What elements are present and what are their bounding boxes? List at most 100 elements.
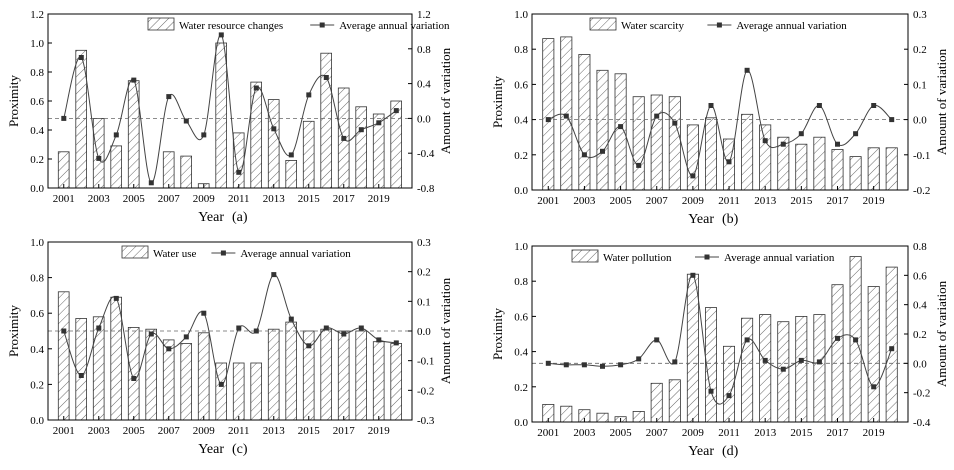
x-tick-label: 2017 <box>333 193 356 205</box>
line-marker-2006 <box>148 180 154 186</box>
line-marker-2016 <box>323 325 329 331</box>
line-marker-2004 <box>113 132 119 138</box>
left-axis-label: Proximity <box>6 75 21 128</box>
x-tick-label: 2013 <box>754 427 777 439</box>
bar-2009 <box>686 124 699 191</box>
left-tick-label: 0.8 <box>514 44 528 56</box>
line-marker-2010 <box>708 388 714 394</box>
bar-2016 <box>813 136 826 191</box>
legend-line-label: Average annual variation <box>736 20 847 32</box>
left-axis-label: Proximity <box>6 305 21 358</box>
line-marker-2007 <box>654 113 660 119</box>
bar-2016 <box>320 52 332 189</box>
right-tick-label: 0.0 <box>417 113 431 125</box>
x-tick-label: 2009 <box>682 195 705 207</box>
right-tick-label: 0.4 <box>913 300 927 312</box>
x-tick-label: 2005 <box>610 195 633 207</box>
left-axis-label: Proximity <box>490 308 505 361</box>
x-axis-label: Year <box>688 444 714 459</box>
line-marker-2017 <box>835 335 840 341</box>
line-marker-2002 <box>563 113 569 119</box>
line-marker-2003 <box>581 152 587 158</box>
line-marker-2011 <box>236 169 242 175</box>
x-axis-label: Year <box>198 210 224 225</box>
left-tick-label: 1.0 <box>30 237 44 249</box>
bar-2014 <box>285 321 297 421</box>
line-marker-2014 <box>780 366 786 372</box>
x-tick-label: 2003 <box>88 193 111 205</box>
line-marker-2013 <box>271 272 277 278</box>
left-tick-label: 0.8 <box>30 273 44 285</box>
bar-2017 <box>831 284 844 423</box>
x-tick-label: 2011 <box>228 193 250 205</box>
x-tick-label: 2015 <box>298 425 321 437</box>
left-tick-label: 0.2 <box>514 150 528 162</box>
bar-2016 <box>320 328 332 421</box>
bar-2007 <box>650 382 663 423</box>
line-marker-2002 <box>78 55 84 60</box>
right-tick-label: 0.0 <box>913 358 927 370</box>
bar-2013 <box>267 99 280 189</box>
line-marker-2011 <box>726 393 732 399</box>
x-tick-label: 2005 <box>610 427 633 439</box>
bar-2008 <box>180 155 193 189</box>
x-tick-label: 2017 <box>333 425 356 437</box>
line-marker-2017 <box>341 135 347 141</box>
variation-line <box>548 69 893 177</box>
line-marker-2008 <box>672 359 678 365</box>
chart-panel-c: 0.0 0.2 0.4 0.6 0.8 1.0 -0.3 -0.2 -0.1 0.0 0.1 0.2 0… <box>6 237 453 457</box>
line-marker-2018 <box>358 127 364 133</box>
right-tick-label: -0.3 <box>417 415 435 427</box>
line-marker-2010 <box>218 381 224 387</box>
bar-2020 <box>885 266 898 423</box>
left-tick-label: 0.2 <box>30 154 44 166</box>
bar-2007 <box>650 94 663 191</box>
left-tick-label: 0.4 <box>30 125 44 137</box>
bar-2001 <box>57 291 70 421</box>
x-tick-label: 2013 <box>263 425 286 437</box>
line-marker-2013 <box>762 357 768 363</box>
bar-2020 <box>390 343 402 421</box>
legend: Water pollution Average annual variation <box>571 249 835 264</box>
line-marker-2015 <box>798 357 804 363</box>
line-marker-2004 <box>113 295 119 301</box>
line-marker-2018 <box>358 325 364 331</box>
chart-panel-a: 0.0 0.2 0.4 0.6 0.8 1.0 1.2 -0.8 -0.4 0.0 0.4 0.8 1.… <box>6 9 453 225</box>
right-tick-label: -0.1 <box>417 356 434 368</box>
line-marker-2002 <box>78 373 84 378</box>
x-tick-label: 2011 <box>718 195 740 207</box>
legend: Water resource changes Average annual var… <box>147 17 450 32</box>
x-tick-label: 2013 <box>263 193 286 205</box>
legend-line-label: Average annual variation <box>339 20 450 32</box>
right-tick-label: -0.8 <box>417 183 435 195</box>
bar-2010 <box>705 117 718 191</box>
bar-2001 <box>542 38 555 191</box>
legend-bar-swatch <box>571 249 599 263</box>
bar-2015 <box>795 143 808 191</box>
bar-2009 <box>197 332 210 421</box>
right-tick-label: 0.6 <box>913 270 927 282</box>
left-tick-label: 0.0 <box>30 415 44 427</box>
line-marker-2016 <box>816 359 822 365</box>
x-tick-label: 2003 <box>88 425 111 437</box>
x-tick-label: 2001 <box>53 193 75 205</box>
right-tick-label: 0.8 <box>417 44 431 56</box>
x-tick-label: 2001 <box>537 427 559 439</box>
left-tick-label: 0.4 <box>514 115 528 127</box>
bar-2011 <box>232 132 245 189</box>
right-tick-label: -0.2 <box>417 385 434 397</box>
line-marker-2008 <box>672 120 678 126</box>
bar-2006 <box>632 96 645 191</box>
legend: Water use Average annual variation <box>121 245 351 260</box>
line-marker-2015 <box>798 131 804 137</box>
legend-line-marker <box>716 22 722 28</box>
line-marker-2013 <box>271 126 277 132</box>
left-tick-label: 0.2 <box>514 382 528 394</box>
x-axis-label: Year <box>198 442 224 457</box>
bar-2004 <box>110 296 123 421</box>
bar-2008 <box>668 96 681 191</box>
panel-label: (c) <box>232 442 248 457</box>
left-tick-label: 0.6 <box>30 96 44 108</box>
line-marker-2018 <box>853 131 859 137</box>
